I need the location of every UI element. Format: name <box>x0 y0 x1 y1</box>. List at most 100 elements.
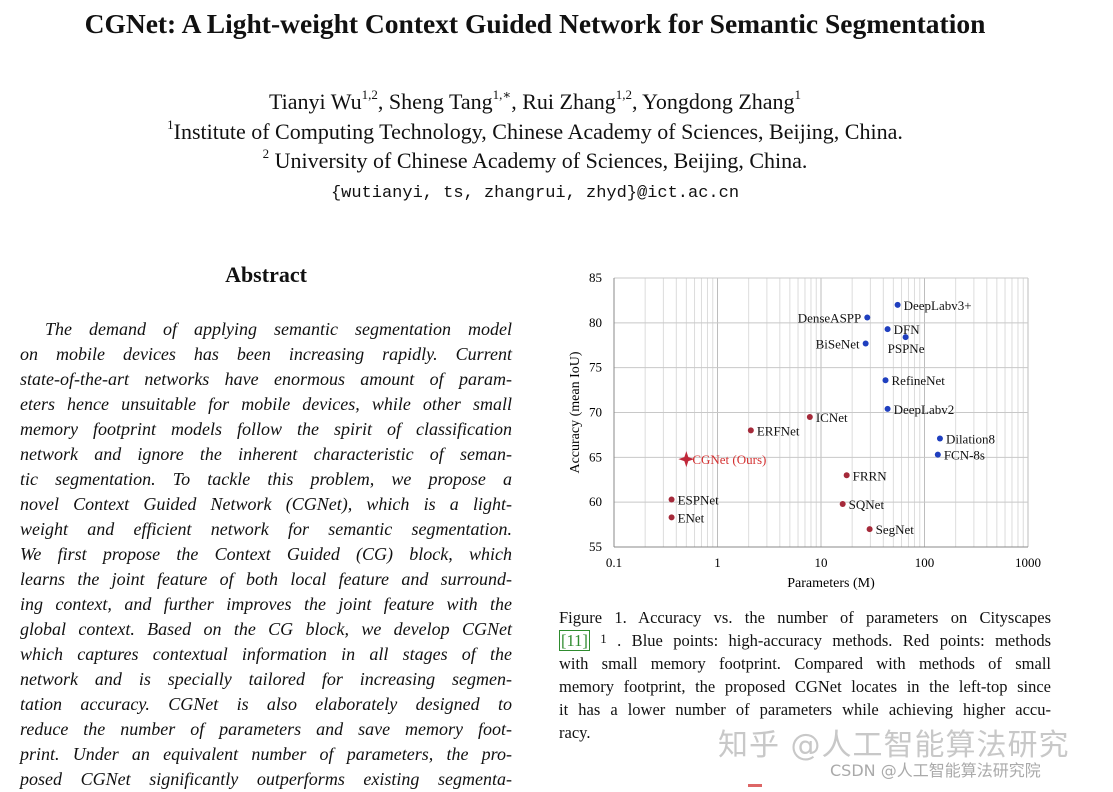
affiliation-number: 1 <box>167 117 174 132</box>
y-tick-label: 55 <box>589 539 602 554</box>
author-affil: 1,2 <box>361 87 378 102</box>
caption-line: . Blue points: high-accuracy methods. Re… <box>606 631 1051 650</box>
abstract-line: The demand of applying semantic segmenta… <box>45 319 512 339</box>
y-tick-label: 65 <box>589 449 602 464</box>
author-list: Tianyi Wu1,2, Sheng Tang1,∗, Rui Zhang1,… <box>0 87 1070 115</box>
author-affil: 1 <box>794 87 802 102</box>
data-point <box>668 514 675 521</box>
abstract-line: eters hence unsuitable for mobile device… <box>20 394 512 414</box>
author: Sheng Tang <box>388 89 493 114</box>
caption-line-ref: [11] 1 . Blue points: high-accuracy meth… <box>559 629 1051 652</box>
y-axis-label: Accuracy (mean IoU) <box>568 351 583 473</box>
data-point <box>884 405 891 412</box>
y-tick-label: 60 <box>589 494 602 509</box>
data-point <box>862 340 869 347</box>
chart-grid <box>613 277 1029 548</box>
affiliation-2: 2 University of Chinese Academy of Scien… <box>0 146 1070 174</box>
footnote-mark: 1 <box>600 631 607 646</box>
abstract-line: network and is specially tailored for in… <box>20 669 512 689</box>
data-point <box>843 472 850 479</box>
abstract-line: We first propose the Context Guided (CG)… <box>20 544 512 564</box>
x-tick-label: 0.1 <box>606 555 622 570</box>
abstract-line: which captures contextual information in… <box>20 644 512 664</box>
point-label: DeepLabv3+ <box>904 298 972 313</box>
point-label: CGNet (Ours) <box>692 452 766 467</box>
point-label: BiSeNet <box>816 336 860 351</box>
abstract-line: global context. Based on the CG block, w… <box>20 619 512 639</box>
abstract-line: learns the joint feature of both local f… <box>20 569 512 589</box>
abstract-line: weight and efficient network for semanti… <box>20 519 512 539</box>
point-label: FCN-8s <box>944 448 985 463</box>
x-tick-label: 1 <box>714 555 721 570</box>
abstract-line: tic segmentation. To tackle this problem… <box>20 469 512 489</box>
point-label: DenseASPP <box>798 310 862 325</box>
author: Tianyi Wu <box>268 89 362 114</box>
abstract-line: posed CGNet significantly outperforms ex… <box>20 769 512 789</box>
data-point <box>864 314 871 321</box>
abstract-line: reduce the number of parameters and save… <box>20 719 512 739</box>
chart-points: DeepLabv3+ DenseASPP DFN PSPNe BiSeNet Refine… <box>668 298 995 537</box>
x-tick-label: 1000 <box>1015 555 1041 570</box>
data-point <box>934 451 941 458</box>
csdn-watermark: CSDN @人工智能算法研究院 <box>830 761 1041 780</box>
abstract-line: novel Context Guided Network (CGNet), wh… <box>20 494 512 514</box>
caption-line: memory footprint, the proposed CGNet loc… <box>559 677 1051 696</box>
point-label: DeepLabv2 <box>894 402 955 417</box>
data-point <box>839 500 846 507</box>
point-label: ENet <box>678 510 705 525</box>
y-tick-label: 70 <box>589 405 602 420</box>
email-line[interactable]: {wutianyi, ts, zhangrui, zhyd}@ict.ac.cn <box>330 184 740 203</box>
abstract-line: print. Under an equivalent number of par… <box>20 744 512 764</box>
author: Yongdong Zhang <box>642 89 795 114</box>
author-sep: , <box>377 89 389 114</box>
data-point <box>668 496 675 503</box>
point-label: ESPNet <box>678 492 720 507</box>
point-label: SegNet <box>876 522 915 537</box>
affiliation-text: University of Chinese Academy of Science… <box>269 148 808 173</box>
point-label: FRRN <box>853 468 888 483</box>
zhihu-watermark: 知乎 @人工智能算法研究 <box>718 728 1070 763</box>
x-axis-label: Parameters (M) <box>787 576 875 591</box>
citation-link[interactable]: [11] <box>559 630 590 651</box>
chart-tick-labels: 55 60 65 70 75 80 85 0.1 1 10 100 1000 <box>589 270 1041 570</box>
abstract-body: The demand of applying semantic segmenta… <box>20 317 512 792</box>
figure-caption: Figure 1. Accuracy vs. the number of par… <box>559 606 1051 744</box>
point-label: ICNet <box>816 410 848 425</box>
point-label: ERFNet <box>757 423 800 438</box>
chart-axes <box>613 278 1028 548</box>
x-tick-label: 100 <box>915 555 935 570</box>
point-label: RefineNet <box>892 373 946 388</box>
author-sep: , <box>511 89 523 114</box>
affiliation-text: Institute of Computing Technology, Chine… <box>173 119 903 144</box>
paper-title: CGNet: A Light-weight Context Guided Net… <box>84 8 986 39</box>
affiliation-1: 1Institute of Computing Technology, Chin… <box>0 117 1070 145</box>
author-affil: 1,2 <box>615 87 632 102</box>
point-label: SQNet <box>849 497 885 512</box>
abstract-line: network and ignore the inherent characte… <box>20 444 512 464</box>
y-tick-label: 75 <box>589 360 602 375</box>
data-point <box>884 326 891 333</box>
abstract-line: tation accuracy. CGNet is also elaborate… <box>20 694 512 714</box>
caption-line: it has a lower number of parameters whil… <box>559 700 1051 719</box>
x-tick-label: 10 <box>815 555 828 570</box>
author: Rui Zhang <box>522 89 616 114</box>
caption-line: with small memory footprint. Compared wi… <box>559 654 1051 673</box>
abstract-line: memory footprint models follow the spiri… <box>20 419 512 439</box>
data-point <box>902 334 909 341</box>
data-point <box>936 435 943 442</box>
caption-line: racy. <box>559 723 591 742</box>
data-point <box>894 301 901 308</box>
y-tick-label: 80 <box>589 315 602 330</box>
data-point <box>866 526 873 533</box>
y-tick-label: 85 <box>589 270 602 285</box>
abstract-line: state-of-the-art networks have enormous … <box>20 369 512 389</box>
author-affil: 1,∗ <box>492 87 512 102</box>
author-sep: , <box>631 89 643 114</box>
data-point <box>747 427 754 434</box>
data-point <box>882 377 889 384</box>
caption-line: Figure 1. Accuracy vs. the number of par… <box>559 608 1051 627</box>
point-label: PSPNe <box>888 341 925 356</box>
data-point <box>806 413 813 420</box>
affiliation-number: 2 <box>262 146 270 161</box>
point-label: DFN <box>894 322 921 337</box>
